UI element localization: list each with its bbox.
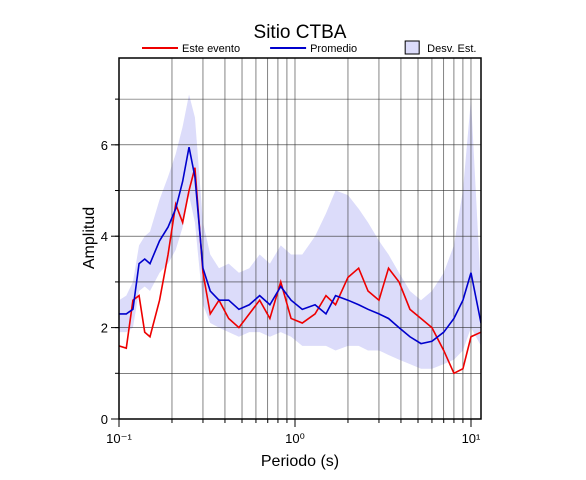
series-line bbox=[119, 167, 481, 375]
y-tick-label: 0 bbox=[101, 412, 108, 427]
x-tick-label: 10⁻¹ bbox=[106, 431, 132, 446]
y-tick-label: 6 bbox=[101, 138, 108, 153]
legend-entry: Promedio bbox=[270, 43, 357, 55]
chart-title: Sitio CTBA bbox=[254, 22, 347, 43]
legend-swatch bbox=[404, 40, 420, 55]
legend-label: Desv. Est. bbox=[427, 43, 476, 55]
y-axis-label: Amplitud bbox=[81, 207, 98, 269]
legend-entry: Este evento bbox=[142, 43, 240, 55]
legend-label: Promedio bbox=[310, 43, 357, 55]
x-tick-label: 10¹ bbox=[462, 431, 481, 446]
legend-label: Este evento bbox=[182, 43, 240, 55]
y-tick-label: 4 bbox=[101, 229, 108, 244]
x-tick-label: 10⁰ bbox=[285, 431, 305, 446]
y-tick-label: 2 bbox=[101, 321, 108, 336]
plot-frame bbox=[118, 57, 482, 420]
series-line bbox=[119, 146, 481, 345]
plot-area bbox=[119, 58, 481, 419]
legend-entry: Desv. Est. bbox=[404, 40, 476, 55]
x-axis-label: Periodo (s) bbox=[261, 453, 339, 470]
std-band bbox=[119, 94, 481, 369]
